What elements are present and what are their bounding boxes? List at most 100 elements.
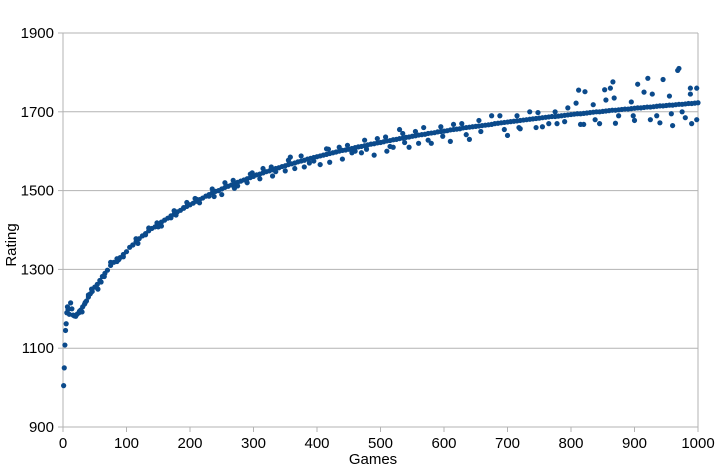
data-point (171, 208, 177, 214)
data-point (133, 236, 139, 242)
data-point (301, 164, 307, 170)
data-point (268, 164, 274, 170)
data-point (657, 120, 663, 126)
x-tick-label: 200 (177, 435, 202, 452)
x-tick-label: 600 (431, 435, 456, 452)
data-point (206, 193, 212, 199)
data-point (336, 144, 342, 150)
data-point (630, 113, 636, 119)
data-point (668, 111, 674, 117)
data-point (292, 165, 298, 172)
data-point (260, 165, 266, 172)
data-point (88, 286, 95, 292)
data-point (497, 113, 503, 119)
data-point (514, 113, 520, 119)
data-point (269, 173, 276, 179)
x-tick-label: 400 (304, 435, 329, 452)
data-point (323, 146, 330, 152)
axis-layer (58, 32, 699, 432)
data-point (582, 89, 588, 95)
data-point (327, 159, 333, 165)
data-point (222, 180, 228, 186)
data-point (339, 156, 345, 162)
data-point (211, 193, 217, 200)
data-point (69, 306, 75, 312)
data-point (62, 327, 69, 334)
data-point (154, 220, 160, 226)
data-point (94, 281, 100, 287)
data-point (363, 146, 370, 152)
data-point (641, 89, 647, 95)
data-point (654, 113, 660, 119)
data-point (62, 342, 68, 348)
data-point (173, 212, 179, 218)
data-point (416, 140, 422, 146)
data-point (612, 120, 619, 126)
data-point (450, 121, 457, 128)
data-point (219, 191, 225, 198)
data-point (101, 273, 107, 280)
data-point (649, 91, 655, 97)
data-point (135, 240, 141, 246)
x-tick-label: 700 (495, 435, 520, 452)
data-point (371, 152, 377, 158)
data-point (382, 134, 389, 140)
data-point (675, 67, 681, 74)
x-tick-label: 1000 (681, 435, 714, 452)
data-point (120, 254, 126, 260)
data-point (478, 128, 484, 135)
data-point (682, 115, 688, 121)
data-point (576, 87, 582, 93)
data-point (539, 124, 546, 130)
data-point (489, 113, 495, 119)
data-point (123, 249, 130, 255)
data-point (362, 137, 368, 143)
data-point (244, 180, 250, 186)
data-point (184, 199, 190, 206)
y-tick-labels: 900 1100 1300 1500 1700 1900 (21, 25, 54, 436)
data-point (645, 75, 651, 81)
data-point (384, 148, 390, 154)
data-point (61, 365, 67, 371)
data-point (554, 121, 560, 127)
data-point (666, 93, 673, 99)
data-point (317, 161, 323, 168)
data-point (428, 140, 434, 146)
data-point (447, 138, 453, 144)
data-point (193, 196, 199, 202)
data-point (247, 171, 253, 177)
x-tick-label: 100 (114, 435, 139, 452)
data-point (311, 158, 317, 164)
data-point (390, 144, 396, 150)
data-point (344, 142, 351, 148)
data-point (517, 126, 523, 132)
data-point (573, 100, 579, 106)
data-point (689, 121, 695, 127)
data-point (616, 113, 622, 119)
data-point (694, 85, 700, 91)
data-point (425, 137, 431, 143)
data-point (196, 200, 203, 206)
data-point (257, 176, 263, 182)
data-point (285, 157, 292, 163)
data-point (68, 300, 74, 306)
data-point (76, 308, 83, 314)
data-point (660, 76, 666, 83)
data-point (146, 225, 152, 231)
data-point (438, 124, 444, 130)
data-point (647, 117, 653, 123)
data-point (108, 259, 114, 265)
data-point (306, 160, 312, 166)
data-point (358, 150, 365, 156)
data-point (209, 186, 215, 192)
data-point (504, 132, 511, 139)
data-point (273, 169, 279, 175)
data-point (679, 109, 685, 115)
data-point (231, 185, 238, 191)
data-point (694, 117, 700, 123)
data-point (130, 242, 136, 248)
x-tick-label: 500 (368, 435, 393, 452)
data-point (168, 215, 174, 221)
